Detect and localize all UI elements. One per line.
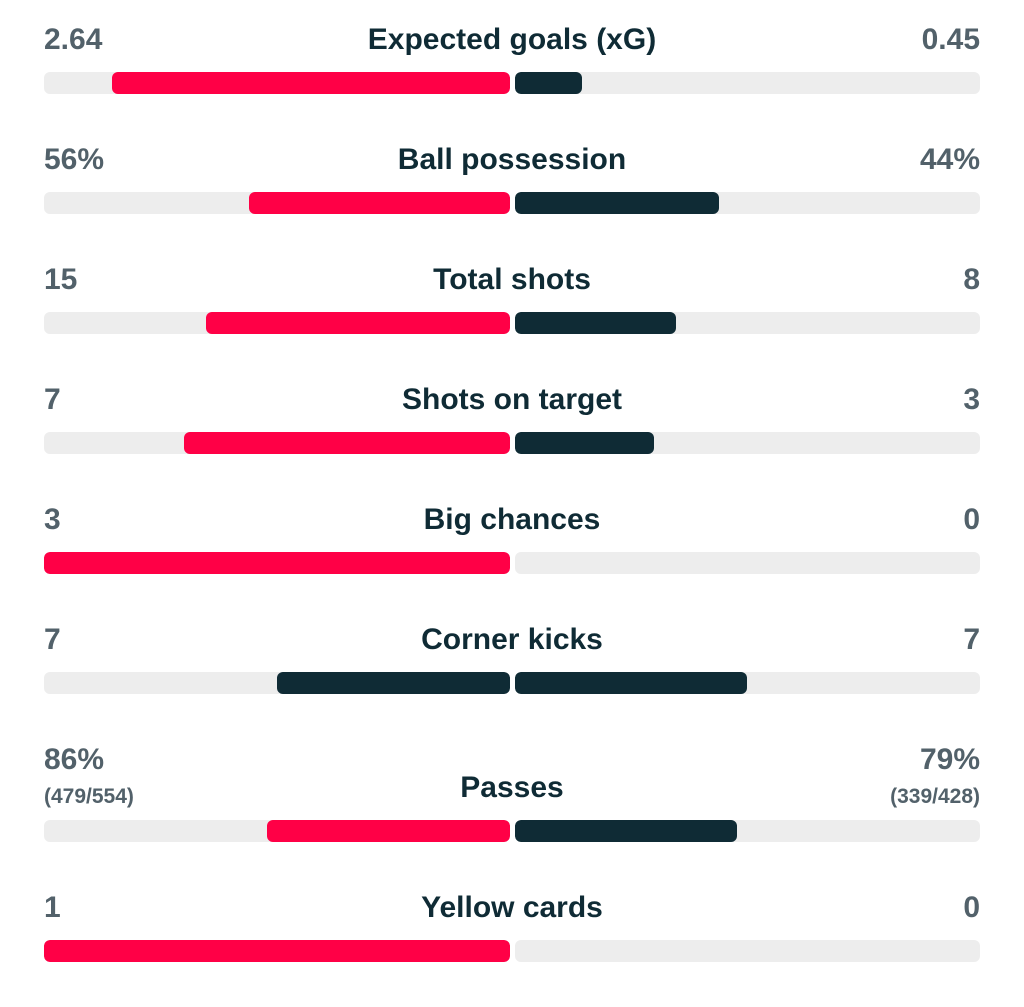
home-value: 86% (479/554) (44, 738, 134, 812)
stat-bars (44, 820, 980, 842)
away-bar-track (514, 72, 980, 94)
home-value: 7 (44, 618, 61, 662)
stat-header: 3 Big chances 0 (44, 498, 980, 542)
home-value: 56% (44, 138, 104, 182)
stat-row: 1 Yellow cards 0 (44, 886, 980, 962)
away-value-main: 7 (963, 623, 980, 656)
home-bar-fill (111, 72, 510, 94)
home-value-main: 3 (44, 503, 61, 536)
home-bar-track (44, 940, 510, 962)
stat-row: 2.64 Expected goals (xG) 0.45 (44, 18, 980, 94)
away-value: 7 (963, 618, 980, 662)
home-bar-fill (44, 940, 510, 962)
home-bar-track (44, 552, 510, 574)
home-value: 7 (44, 378, 61, 422)
away-bar-fill (514, 312, 677, 334)
stat-bars (44, 432, 980, 454)
stat-bars (44, 312, 980, 334)
away-value-main: 3 (963, 383, 980, 416)
away-value: 0.45 (922, 18, 980, 62)
home-bar-fill (266, 820, 510, 842)
stat-header: 7 Corner kicks 7 (44, 618, 980, 662)
stat-label: Yellow cards (421, 891, 603, 924)
home-value-main: 2.64 (44, 23, 103, 56)
away-bar-track (514, 312, 980, 334)
stat-row: 56% Ball possession 44% (44, 138, 980, 214)
stat-row: 15 Total shots 8 (44, 258, 980, 334)
away-value-main: 0.45 (921, 23, 980, 56)
away-bar-track (514, 552, 980, 574)
stat-label: Expected goals (xG) (367, 23, 657, 56)
home-bar-fill (206, 312, 510, 334)
stat-header: 2.64 Expected goals (xG) 0.45 (44, 18, 980, 62)
away-value-main: 44% (919, 143, 980, 176)
stat-label: Corner kicks (421, 623, 603, 656)
away-bar-fill (514, 432, 655, 454)
home-bar-track (44, 432, 510, 454)
away-value-main: 0 (963, 503, 980, 536)
away-bar-fill (514, 820, 738, 842)
away-value-detail: (339/428) (890, 785, 980, 808)
stat-header: 15 Total shots 8 (44, 258, 980, 302)
away-bar-track (514, 192, 980, 214)
home-value-main: 86% (44, 743, 105, 776)
stat-row: 86% (479/554) Passes 79% (339/428) (44, 738, 980, 842)
away-value: 8 (963, 258, 980, 302)
stat-bars (44, 192, 980, 214)
home-bar-fill (44, 552, 510, 574)
home-value: 15 (44, 258, 77, 302)
home-bar-track (44, 820, 510, 842)
home-bar-fill (276, 672, 510, 694)
match-statistics: 2.64 Expected goals (xG) 0.45 56% Ball p… (44, 18, 980, 1006)
away-value: 79% (339/428) (890, 738, 980, 812)
away-bar-track (514, 672, 980, 694)
home-bar-track (44, 72, 510, 94)
stat-row: 7 Shots on target 3 (44, 378, 980, 454)
away-value-main: 8 (963, 263, 980, 296)
home-value-main: 15 (44, 263, 78, 296)
home-value: 1 (44, 886, 61, 930)
stat-label: Passes (460, 771, 564, 804)
stat-label: Ball possession (397, 143, 627, 176)
away-bar-track (514, 820, 980, 842)
stat-row: 3 Big chances 0 (44, 498, 980, 574)
home-value-main: 1 (44, 891, 61, 924)
away-value: 0 (963, 886, 980, 930)
away-bar-fill (514, 72, 583, 94)
home-value-main: 7 (44, 623, 61, 656)
away-bar-track (514, 940, 980, 962)
stat-header: 86% (479/554) Passes 79% (339/428) (44, 738, 980, 810)
stat-header: 7 Shots on target 3 (44, 378, 980, 422)
away-value: 44% (920, 138, 980, 182)
away-value-main: 0 (963, 891, 980, 924)
stat-bars (44, 72, 980, 94)
home-value-detail: (479/554) (44, 785, 134, 808)
home-value: 3 (44, 498, 61, 542)
stat-bars (44, 552, 980, 574)
home-value-main: 56% (44, 143, 105, 176)
stat-header: 1 Yellow cards 0 (44, 886, 980, 930)
away-bar-fill (514, 192, 720, 214)
home-bar-fill (248, 192, 510, 214)
stat-label: Big chances (423, 503, 601, 536)
stat-bars (44, 940, 980, 962)
away-bar-track (514, 432, 980, 454)
stat-bars (44, 672, 980, 694)
home-bar-fill (183, 432, 510, 454)
home-bar-track (44, 192, 510, 214)
away-value: 3 (963, 378, 980, 422)
away-bar-fill (514, 672, 748, 694)
stat-label: Total shots (433, 263, 591, 296)
stat-header: 56% Ball possession 44% (44, 138, 980, 182)
home-bar-track (44, 312, 510, 334)
stat-label: Shots on target (401, 383, 622, 416)
home-value-main: 7 (44, 383, 61, 416)
home-value: 2.64 (44, 18, 102, 62)
stat-row: 7 Corner kicks 7 (44, 618, 980, 694)
away-value-main: 79% (919, 743, 980, 776)
away-value: 0 (963, 498, 980, 542)
home-bar-track (44, 672, 510, 694)
